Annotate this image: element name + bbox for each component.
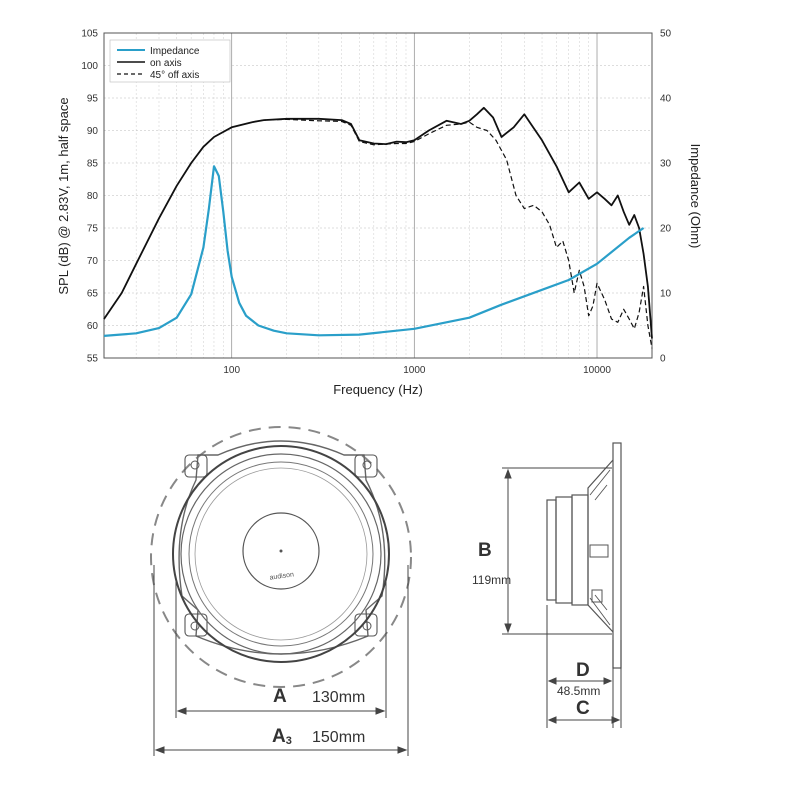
dimension-a (175, 580, 387, 718)
side-terminal-lower (591, 589, 603, 603)
mount-tab-top-left (184, 454, 208, 478)
arrowhead-icon (547, 677, 557, 685)
brand-logo-text: audison (269, 571, 294, 581)
x-axis-title: Frequency (Hz) (333, 382, 423, 397)
dim-a3-letter: A3 (272, 726, 292, 747)
side-basket-ribs (589, 469, 611, 626)
series-line-impedance (103, 165, 645, 337)
arrowhead-icon (397, 746, 408, 754)
speaker-front-view (150, 426, 412, 688)
y-axis-title: SPL (dB) @ 2.83V, 1m, half space (56, 97, 71, 294)
dim-d-letter: D (576, 660, 590, 681)
dim-a-letter: A (273, 686, 287, 707)
y-tick-label: 95 (87, 94, 99, 105)
legend-box (109, 39, 231, 83)
y-tick-label: 90 (87, 126, 99, 137)
arrowhead-icon (611, 716, 621, 724)
outer-mount-circle (150, 426, 412, 688)
mount-tab-bottom-left (184, 613, 208, 637)
arrowhead-icon (176, 707, 187, 715)
speaker-surround-outer (180, 453, 382, 655)
arrowhead-icon (504, 623, 512, 634)
y-tick-label: 105 (81, 29, 98, 40)
side-motor-frame (571, 494, 589, 606)
speaker-frame (178, 440, 386, 655)
mount-hole-icon (190, 621, 200, 631)
x-tick-label: 10000 (583, 365, 611, 376)
dim-a3-letter-main: A (272, 726, 286, 747)
side-magnet (555, 496, 573, 604)
dust-cap (242, 512, 320, 590)
dim-a-value: 130mm (312, 689, 365, 706)
y-tick-label: 60 (87, 321, 99, 332)
legend-label-off-axis: 45° off axis (150, 70, 199, 81)
legend-label-impedance: Impedance (150, 46, 200, 57)
speaker-cone-edge (194, 467, 368, 641)
side-terminal (589, 544, 609, 558)
y2-axis-title: Impedance (Ohm) (688, 144, 703, 249)
dim-c-letter: C (576, 698, 590, 719)
y-tick-label: 65 (87, 289, 99, 300)
y2-tick-label: 50 (660, 29, 672, 40)
x-tick-label: 1000 (403, 365, 426, 376)
dimension-b (502, 467, 612, 635)
arrowhead-icon (504, 468, 512, 479)
dim-b-letter: B (478, 540, 492, 561)
legend-label-on-axis: on axis (150, 58, 182, 69)
arrowhead-icon (375, 707, 386, 715)
dust-cap-center (279, 549, 283, 553)
y2-tick-label: 0 (660, 354, 666, 365)
y-tick-label: 75 (87, 224, 99, 235)
series-line-on-axis (103, 106, 653, 339)
dim-a3-subscript: 3 (286, 735, 292, 747)
plot-frame (103, 32, 653, 359)
dimension-cd (546, 605, 622, 728)
axis-ticks: 55 60 65 70 75 80 85 90 95 100 105 0 10 20 30 40 50 100 10… (81, 29, 671, 377)
mount-hole-icon (362, 621, 372, 631)
speaker-surround-inner (188, 461, 374, 647)
arrowhead-icon (603, 677, 613, 685)
dim-b-value: 119mm (472, 573, 511, 587)
x-tick-label: 100 (223, 365, 240, 376)
dim-cd-value: 48.5mm (557, 684, 600, 698)
arrowhead-icon (547, 716, 557, 724)
speaker-side-view (546, 442, 622, 669)
y2-tick-label: 20 (660, 224, 672, 235)
side-basket-outline (587, 459, 614, 633)
dimension-a3 (153, 565, 409, 756)
y-tick-label: 55 (87, 354, 99, 365)
chart-series (103, 106, 653, 349)
chart-legend: Impedance on axis 45° off axis (109, 39, 231, 83)
y-tick-label: 100 (81, 61, 98, 72)
y-tick-label: 80 (87, 191, 99, 202)
speaker-rim (172, 445, 390, 663)
frequency-response-chart: 55 60 65 70 75 80 85 90 95 100 105 0 10 20 30 40 50 100 10… (56, 29, 703, 398)
dim-a3-value: 150mm (312, 729, 365, 746)
mount-tab-top-right (354, 454, 378, 478)
y2-tick-label: 10 (660, 289, 672, 300)
side-flange (612, 442, 622, 669)
mount-hole-icon (362, 460, 372, 470)
arrowhead-icon (154, 746, 165, 754)
y2-tick-label: 40 (660, 94, 672, 105)
y-tick-label: 85 (87, 159, 99, 170)
series-line-45-off-axis (103, 118, 653, 349)
mount-hole-icon (190, 460, 200, 470)
side-back-plate (546, 499, 557, 601)
y-tick-label: 70 (87, 256, 99, 267)
y2-tick-label: 30 (660, 159, 672, 170)
mount-tab-bottom-right (354, 613, 378, 637)
